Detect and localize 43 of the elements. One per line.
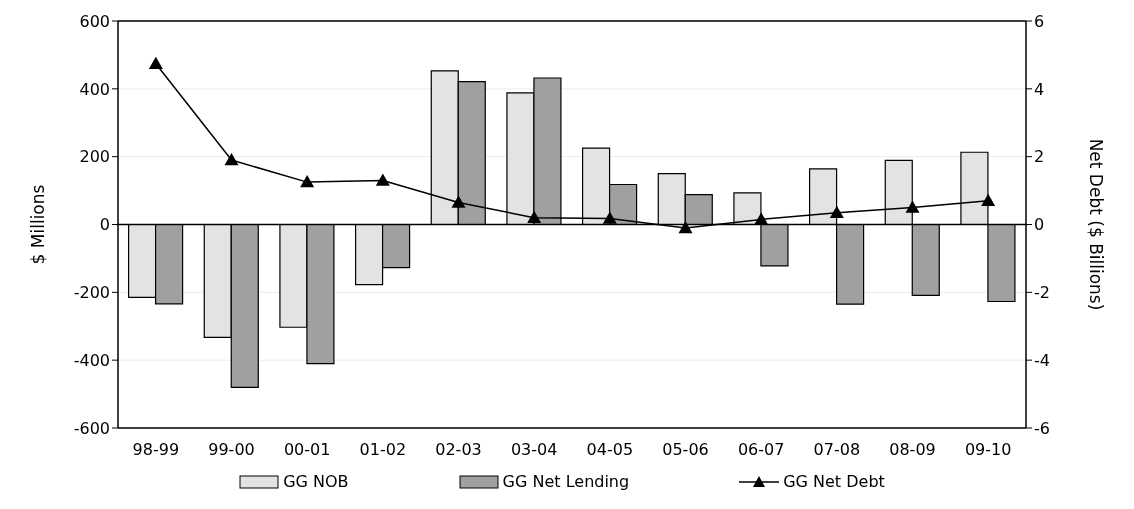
point [224,153,239,166]
point [678,220,693,234]
y2-axis-title: Net Debt ($ Billions) [1085,138,1106,311]
point [300,175,315,188]
x-tick-label: 09-10 [964,440,1012,460]
y-tick-label: 200 [79,147,110,167]
legend-label: GG Net Debt [783,472,885,491]
point [375,173,390,186]
legend-label: GG NOB [283,472,349,491]
y-axis-title: $ Millions [28,184,49,265]
legend-label: GG Net Lending [502,472,630,491]
point [451,195,466,208]
y-tick-label: 400 [79,79,110,99]
point [829,205,844,218]
point [527,210,542,223]
x-tick-label: 03-04 [510,440,558,460]
x-tick-label: 00-01 [283,440,331,460]
y-tick-label: -400 [73,350,110,370]
x-tick-label: 07-08 [813,440,861,460]
y-tick-label: 600 [79,11,110,31]
x-tick-label: 02-03 [435,440,482,460]
x-tick-label: 98-99 [132,440,180,460]
x-tick-label: 99-00 [208,440,255,460]
y2-tick-label: 4 [1034,79,1045,99]
point [148,56,163,69]
point [981,193,996,207]
x-tick-label: 04-05 [586,440,634,460]
y-tick-label: -200 [73,283,110,303]
point [754,212,769,225]
y2-tick-label: -6 [1034,418,1050,438]
y2-tick-label: -4 [1034,350,1050,370]
point [905,200,920,213]
y-tick-label: 0 [99,215,110,235]
y2-tick-label: 6 [1034,11,1045,31]
x-tick-label: 05-06 [662,440,709,460]
y2-tick-label: -2 [1034,283,1050,303]
x-tick-label: 06-07 [737,440,785,460]
x-tick-label: 08-09 [889,440,936,460]
y2-tick-label: 2 [1034,147,1045,167]
point [602,211,617,224]
x-tick-label: 01-02 [359,440,407,460]
y-tick-label: -600 [73,418,110,438]
y2-tick-label: 0 [1034,215,1045,235]
